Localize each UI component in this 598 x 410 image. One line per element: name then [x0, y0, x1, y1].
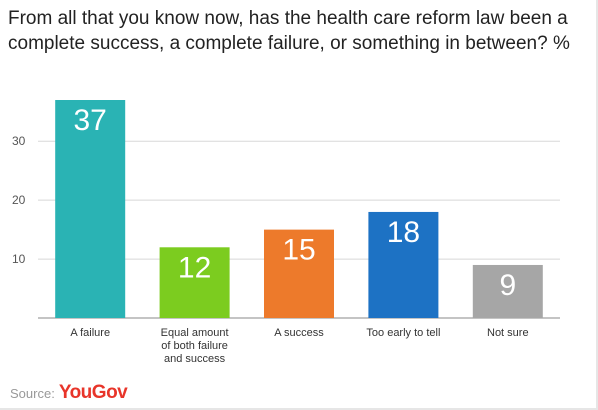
bar: [55, 100, 126, 318]
bar: [159, 247, 230, 318]
bar: [368, 211, 439, 318]
x-tick-label: Equal amount of both failure and success: [161, 327, 229, 365]
bar: [264, 229, 334, 318]
y-tick-label: 20: [12, 193, 26, 207]
bar: [472, 264, 543, 318]
yougov-logo: YouGov: [58, 382, 128, 403]
data-label: 18: [387, 216, 420, 249]
y-tick-label: 10: [12, 252, 26, 266]
data-label: 9: [499, 269, 516, 302]
x-tick-label: Too early to tell: [366, 327, 440, 339]
y-tick-label: 30: [12, 134, 26, 148]
chart-title: From all that you know now, has the heal…: [8, 8, 570, 54]
data-label: 12: [178, 251, 211, 284]
x-tick-label: A failure: [70, 327, 110, 339]
data-label: 15: [282, 234, 315, 267]
source-credit: Source: YouGov: [10, 382, 128, 404]
x-tick-label: A success: [274, 327, 324, 339]
source-label: Source:: [10, 386, 55, 401]
x-tick-label: Not sure: [487, 327, 529, 339]
data-label: 37: [74, 104, 107, 137]
